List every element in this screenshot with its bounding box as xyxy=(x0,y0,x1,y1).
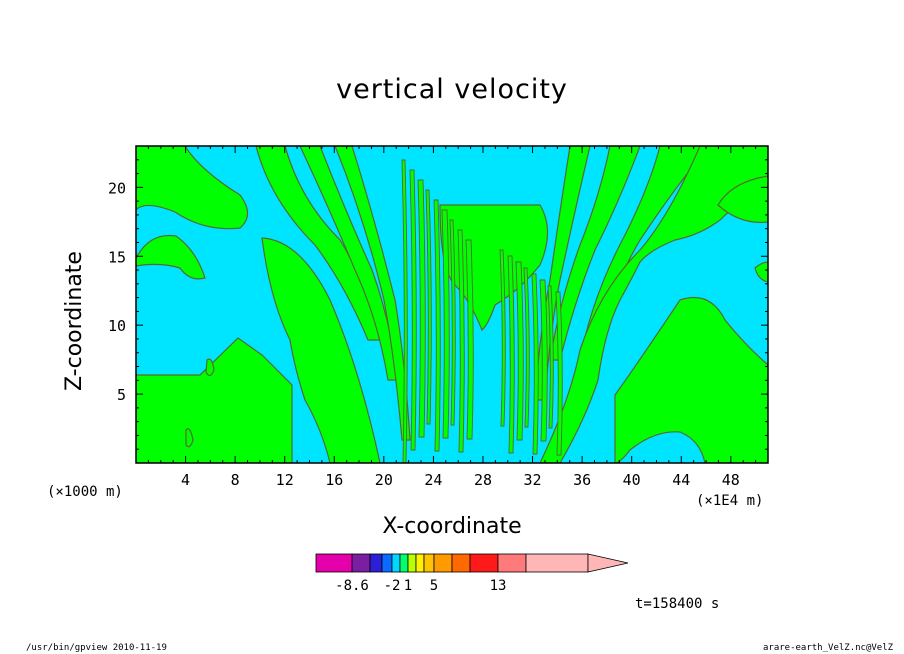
time-label: t=158400 s xyxy=(635,596,720,612)
colorbar-cell xyxy=(423,553,435,573)
plot-frame xyxy=(135,145,769,464)
x-unit-left: (×1000 m) xyxy=(47,484,123,500)
x-axis: 4 8 12 16 20 24 28 32 36 40 44 48 xyxy=(147,146,757,489)
contour-stripe xyxy=(555,291,563,456)
contour-stripe xyxy=(547,285,554,429)
contour-stripe xyxy=(401,159,408,463)
x-tick-label: 16 xyxy=(325,471,343,489)
contour-stripe xyxy=(457,229,465,453)
colorbar-label: -2 xyxy=(384,578,401,594)
colorbar-cell xyxy=(369,553,383,573)
colorbar-cell xyxy=(391,553,401,573)
x-tick-label: 20 xyxy=(375,471,393,489)
colorbar-label: 5 xyxy=(430,578,438,594)
colorbar-arrow xyxy=(587,553,629,573)
colorbar-label: 1 xyxy=(404,578,412,594)
x-axis-label: X-coordinate xyxy=(382,514,522,539)
chart-title: vertical velocity xyxy=(336,74,568,105)
x-tick-label: 36 xyxy=(573,471,591,489)
contour-stripe xyxy=(507,255,515,454)
colorbar-cell xyxy=(315,553,353,573)
y-tick-label: 15 xyxy=(108,248,126,266)
x-tick-label: 4 xyxy=(181,471,190,489)
contour-region-positive xyxy=(136,234,206,280)
contour-stripe xyxy=(523,267,530,428)
x-tick-label: 28 xyxy=(474,471,492,489)
colorbar-cell xyxy=(497,553,527,573)
x-tick-label: 12 xyxy=(276,471,294,489)
x-tick-label: 32 xyxy=(524,471,542,489)
colorbar-label: -8.6 xyxy=(335,578,369,594)
contour-stripe xyxy=(425,189,432,425)
contour-stripe xyxy=(409,169,417,451)
colorbar-cell xyxy=(433,553,453,573)
contour-region-positive xyxy=(717,175,768,223)
contour-stripe xyxy=(433,199,441,452)
colorbar-cell xyxy=(469,553,499,573)
footer-right: arare-earth_VelZ.nc@VelZ xyxy=(763,643,894,653)
contour-stripe xyxy=(417,179,426,438)
colorbar-cell xyxy=(415,553,425,573)
contour-stripe xyxy=(531,273,539,455)
contour-region-positive xyxy=(185,428,194,448)
contour-field xyxy=(136,146,768,463)
contour-stripe xyxy=(539,279,548,442)
y-axis-label: Z-coordinate xyxy=(62,251,87,391)
contour-stripe xyxy=(441,209,450,439)
footer-left: /usr/bin/gpview 2010-11-19 xyxy=(26,643,167,653)
colorbar: -8.6 -2 1 5 13 xyxy=(315,553,629,594)
colorbar-cell xyxy=(381,553,393,573)
colorbar-cell xyxy=(399,553,409,573)
contour-region-positive xyxy=(754,261,768,283)
colorbar-label: 13 xyxy=(490,578,507,594)
x-tick-label: 8 xyxy=(231,471,240,489)
colorbar-cell xyxy=(351,553,371,573)
x-unit-right: (×1E4 m) xyxy=(696,493,764,509)
contour-region-positive xyxy=(614,296,768,463)
contour-stripe xyxy=(499,249,506,427)
colorbar-cell xyxy=(407,553,417,573)
contour-region-positive xyxy=(539,146,768,463)
x-tick-label: 24 xyxy=(424,471,442,489)
contour-stripe xyxy=(515,261,524,441)
x-tick-label: 44 xyxy=(672,471,690,489)
x-tick-label: 48 xyxy=(722,471,740,489)
x-tick-label: 40 xyxy=(623,471,641,489)
contour-region-positive xyxy=(261,237,381,463)
y-tick-label: 20 xyxy=(108,179,126,197)
contour-region-positive xyxy=(439,204,549,331)
colorbar-cell xyxy=(525,553,589,573)
contour-stripe xyxy=(449,219,456,426)
y-tick-label: 5 xyxy=(117,386,126,404)
contour-region-positive xyxy=(334,146,411,441)
colorbar-cell xyxy=(451,553,471,573)
contour-region-positive xyxy=(205,358,215,377)
y-tick-label: 10 xyxy=(108,317,126,335)
contour-region-positive xyxy=(136,146,249,230)
contour-stripe xyxy=(465,239,474,440)
y-axis: 5 10 15 20 xyxy=(108,159,768,450)
